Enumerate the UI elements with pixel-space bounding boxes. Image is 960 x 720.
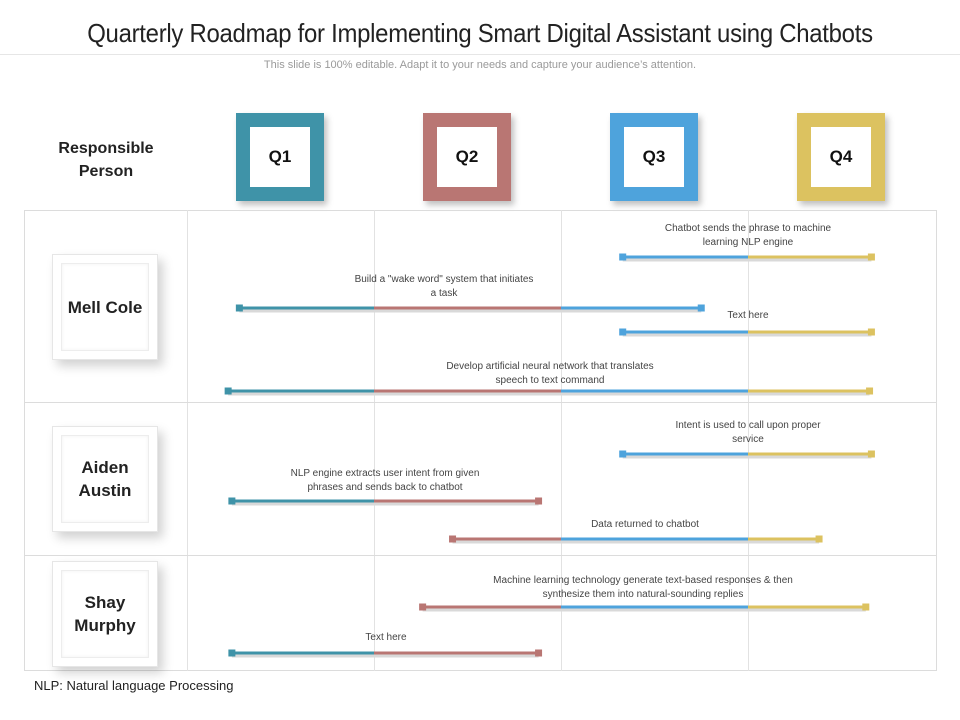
task-bar [235, 304, 705, 313]
task-label: NLP engine extracts user intent from giv… [290, 468, 480, 493]
grid-divider-q3 [748, 210, 749, 671]
title-divider [0, 54, 960, 55]
quarter-q2-label: Q2 [437, 127, 497, 187]
task-end-marker [697, 304, 705, 312]
task-start-marker [619, 253, 627, 261]
grid-divider-q1 [374, 210, 375, 671]
task-bar [224, 387, 874, 396]
task-start-marker [228, 497, 236, 505]
task-start-marker [228, 649, 236, 657]
task-label: Text here [365, 632, 407, 643]
responsible-person-header: Responsible Person [58, 140, 154, 180]
quarter-q3-label: Q3 [624, 127, 684, 187]
task-bar [228, 649, 543, 658]
grid-row-divider-1 [24, 402, 937, 403]
task-bar [619, 253, 875, 262]
quarter-q4-label: Q4 [811, 127, 871, 187]
task-end-marker [867, 328, 875, 336]
task-start-marker [449, 535, 457, 543]
task-bar [419, 603, 870, 612]
task-start-marker [619, 328, 627, 336]
task-label: Data returned to chatbot [591, 519, 699, 530]
task-label: Develop artificial neural network that t… [446, 361, 654, 386]
grid-row-divider-2 [24, 555, 937, 556]
person-card-mell-cole: Mell Cole [52, 254, 158, 360]
quarter-q3-box: Q3 [610, 113, 698, 201]
quarter-q1-label: Q1 [250, 127, 310, 187]
task-label: Text here [727, 310, 769, 321]
person-card-aiden-austin: Aiden Austin [52, 426, 158, 532]
task-label: Machine learning technology generate tex… [493, 575, 793, 600]
page-title: Quarterly Roadmap for Implementing Smart… [87, 18, 873, 48]
person-card-shay-murphy: Shay Murphy [52, 561, 158, 667]
task-bar [619, 450, 875, 459]
task-label: Chatbot sends the phrase to machine lear… [664, 223, 832, 248]
task-end-marker [535, 497, 543, 505]
task-start-marker [419, 603, 427, 611]
task-label: Intent is used to call upon proper servi… [675, 420, 821, 445]
task-label: Build a "wake word" system that initiate… [354, 274, 534, 299]
grid-divider-q2 [561, 210, 562, 671]
task-end-marker [535, 649, 543, 657]
task-end-marker [862, 603, 870, 611]
footnote: NLP: Natural language Processing [34, 678, 234, 693]
quarter-q2-box: Q2 [423, 113, 511, 201]
task-bar [619, 328, 875, 337]
task-bar [449, 535, 823, 544]
page-subtitle: This slide is 100% editable. Adapt it to… [263, 59, 697, 71]
person-name: Shay Murphy [61, 570, 149, 658]
task-end-marker [815, 535, 823, 543]
person-name: Aiden Austin [61, 435, 149, 523]
task-start-marker [235, 304, 243, 312]
grid-divider-names [187, 210, 188, 671]
task-end-marker [866, 387, 874, 395]
task-start-marker [619, 450, 627, 458]
roadmap-grid [24, 210, 937, 671]
task-end-marker [867, 450, 875, 458]
task-end-marker [867, 253, 875, 261]
quarter-q4-box: Q4 [797, 113, 885, 201]
quarter-q1-box: Q1 [236, 113, 324, 201]
task-start-marker [224, 387, 232, 395]
task-bar [228, 497, 543, 506]
person-name: Mell Cole [61, 263, 149, 351]
